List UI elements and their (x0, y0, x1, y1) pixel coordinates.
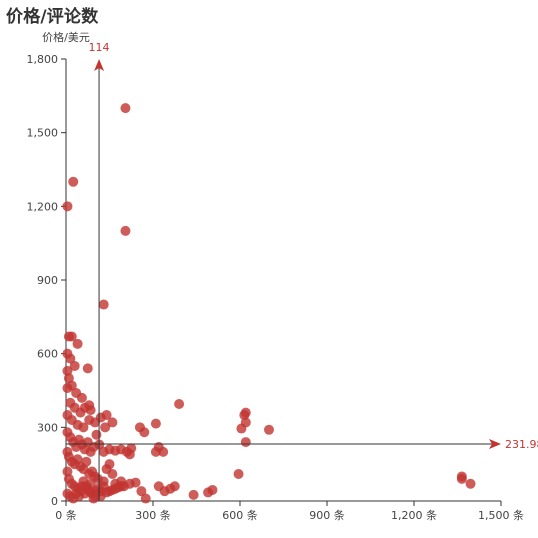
data-point (69, 360, 80, 371)
data-point (68, 176, 79, 187)
y-tick-label: 1,800 (27, 53, 59, 66)
data-point (82, 363, 93, 374)
y-tick-label: 1,200 (27, 200, 59, 213)
data-point (456, 473, 467, 484)
y-tick-label: 600 (37, 348, 58, 361)
data-point (76, 392, 87, 403)
data-point (85, 405, 96, 416)
data-point (104, 459, 115, 470)
axes-layer: 0 300 600 900 1,200 1,500 1,800 0 条 300 条 600 条 90… (27, 30, 525, 522)
data-point (120, 103, 131, 114)
x-tick-label: 1,500 条 (478, 508, 524, 522)
data-point (66, 331, 77, 342)
x-tick-label: 1,200 条 (391, 508, 437, 522)
data-point (101, 410, 112, 421)
data-point (107, 417, 118, 428)
data-point (98, 299, 109, 310)
data-point (81, 456, 92, 467)
data-point (207, 484, 218, 495)
data-point (113, 482, 124, 493)
data-point (65, 353, 76, 364)
x-tick-label: 300 条 (135, 508, 171, 522)
data-point (85, 478, 96, 489)
data-point (100, 422, 111, 433)
x-tick-label: 0 条 (55, 508, 77, 522)
data-point (78, 422, 89, 433)
mark-line-x-label: 114 (89, 41, 110, 54)
x-tick-label: 600 条 (222, 508, 258, 522)
mark-line-y-label: 231.98 (505, 438, 538, 451)
data-point (233, 468, 244, 479)
y-axis-name: 价格/美元 (42, 30, 90, 44)
data-point (465, 478, 476, 489)
data-point (62, 383, 73, 394)
y-tick-label: 300 (37, 421, 58, 434)
data-point (91, 429, 102, 440)
data-point (107, 468, 118, 479)
data-point (150, 418, 161, 429)
data-point (264, 424, 274, 435)
data-point (158, 446, 169, 457)
data-point (72, 338, 83, 349)
data-point (240, 417, 251, 428)
data-point (169, 481, 180, 492)
points-layer (62, 103, 476, 504)
data-point (139, 427, 150, 438)
data-point (150, 446, 161, 457)
y-tick-label: 900 (37, 274, 58, 287)
data-point (140, 493, 151, 504)
data-point (240, 437, 251, 448)
x-tick-label: 900 条 (309, 508, 345, 522)
y-tick-label: 1,500 (27, 127, 59, 140)
data-point (240, 407, 251, 418)
data-point (188, 489, 199, 500)
data-point (130, 477, 141, 488)
data-point (174, 399, 185, 410)
mark-lines-layer: 114 231.98 (66, 41, 538, 501)
y-tick-label: 0 (51, 495, 58, 508)
data-point (62, 201, 73, 212)
data-point (136, 486, 147, 497)
data-point (120, 225, 131, 236)
data-point (126, 443, 137, 454)
chart-title: 价格/评论数 (6, 7, 99, 27)
